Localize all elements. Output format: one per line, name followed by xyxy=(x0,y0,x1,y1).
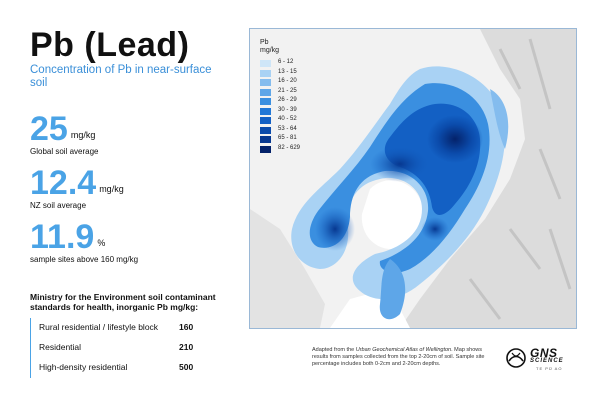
attribution-source: Urban Geochemical Atlas of Wellington xyxy=(355,347,452,353)
standard-value: 500 xyxy=(179,362,194,372)
legend-item: 6 - 12 xyxy=(260,59,293,69)
legend-swatch xyxy=(260,107,271,115)
legend-label: 82 - 629 xyxy=(278,144,301,151)
standard-name: Residential xyxy=(39,342,82,352)
stat-sites-above: 11.9% sample sites above 160 mg/kg xyxy=(30,220,138,264)
table-row: High-density residential 500 xyxy=(31,358,231,378)
stat-value: 25 xyxy=(30,110,68,148)
standard-name: High-density residential xyxy=(39,362,128,372)
legend-swatch xyxy=(260,117,271,124)
standards-section: Ministry for the Environment soil contam… xyxy=(30,292,250,378)
table-row: Residential 210 xyxy=(31,338,231,358)
legend-item: 65 - 81 xyxy=(260,135,297,145)
stat-value: 12.4 xyxy=(30,164,97,202)
hotspot xyxy=(427,115,483,163)
legend-title: Pb mg/kg xyxy=(260,39,280,54)
hotspot xyxy=(370,146,430,182)
legend-swatch xyxy=(260,98,271,105)
legend-swatch xyxy=(260,145,271,153)
terrain-east xyxy=(400,29,576,328)
stat-nz-average: 12.4 mg/kg NZ soil average xyxy=(30,166,124,210)
legend-swatch xyxy=(260,136,271,143)
stat-label: NZ soil average xyxy=(30,201,87,210)
map[interactable]: Pb mg/kg 6 - 12 13 - 15 16 - 20 21 - 25 26 -… xyxy=(249,28,577,329)
stat-label: Global soil average xyxy=(30,147,99,156)
page-subtitle: Concentration of Pb in near-surface soil xyxy=(30,64,212,89)
logo-maori: TE PŪ AO xyxy=(536,366,563,371)
legend-swatch xyxy=(260,60,271,67)
table-row: Rural residential / lifestyle block 160 xyxy=(31,318,231,338)
attribution: Adapted from the Urban Geochemical Atlas… xyxy=(312,347,492,368)
hotspot xyxy=(315,207,355,251)
legend-label: 21 - 25 xyxy=(278,87,297,94)
legend-label: 53 - 64 xyxy=(278,125,297,132)
terrain-west xyxy=(250,209,325,328)
stat-unit: mg/kg xyxy=(70,130,96,140)
logo-science: SCIENCE xyxy=(530,358,564,364)
legend-item: 40 - 52 xyxy=(260,116,297,126)
harbour-overlay xyxy=(365,184,420,246)
legend-label: 26 - 29 xyxy=(278,97,297,103)
standard-value: 210 xyxy=(179,342,194,352)
legend-label: 6 - 12 xyxy=(278,59,294,65)
gns-logo: GNS SCIENCE TE PŪ AO xyxy=(505,344,575,374)
legend-swatch xyxy=(260,79,271,86)
stat-global-average: 25 mg/kg Global soil average xyxy=(30,112,98,156)
legend-swatch xyxy=(260,88,271,96)
legend-label: 65 - 81 xyxy=(278,135,297,141)
standard-name: Rural residential / lifestyle block xyxy=(39,322,159,332)
legend-swatch xyxy=(260,69,271,77)
legend-item: 30 - 39 xyxy=(260,107,297,117)
legend-swatch xyxy=(260,126,271,134)
legend-label: 13 - 15 xyxy=(278,68,297,75)
hotspot xyxy=(421,217,449,241)
legend-label: 16 - 20 xyxy=(278,78,297,84)
legend-item: 16 - 20 xyxy=(260,78,297,88)
legend-label: 40 - 52 xyxy=(278,116,297,122)
stat-unit: % xyxy=(97,238,106,248)
stat-label: sample sites above 160 mg/kg xyxy=(30,255,139,264)
map-legend: Pb mg/kg 6 - 12 13 - 15 16 - 20 21 - 25 26 -… xyxy=(260,39,300,155)
attribution-suffix: . Map shows results from samples collect… xyxy=(312,347,485,367)
legend-item: 82 - 629 xyxy=(260,145,300,155)
legend-item: 53 - 64 xyxy=(260,126,297,136)
zone-fringe xyxy=(490,89,509,149)
legend-label: 30 - 39 xyxy=(278,106,297,113)
legend-item: 21 - 25 xyxy=(260,88,297,98)
stat-unit: mg/kg xyxy=(99,184,124,194)
legend-item: 13 - 15 xyxy=(260,69,297,79)
standard-value: 160 xyxy=(179,322,194,332)
logo-gns: GNS xyxy=(530,346,558,360)
terrain-ridges xyxy=(468,38,572,320)
map-canvas xyxy=(250,29,576,328)
attribution-prefix: Adapted from the xyxy=(312,347,356,353)
stat-value: 11.9 xyxy=(30,218,95,256)
page-title: Pb (Lead) xyxy=(30,26,190,64)
standards-heading: Ministry for the Environment soil contam… xyxy=(30,292,216,312)
zone-fringe xyxy=(379,259,406,320)
gns-logo-icon xyxy=(506,348,526,368)
standards-table: Rural residential / lifestyle block 160 … xyxy=(30,318,231,378)
legend-item: 26 - 29 xyxy=(260,97,297,107)
